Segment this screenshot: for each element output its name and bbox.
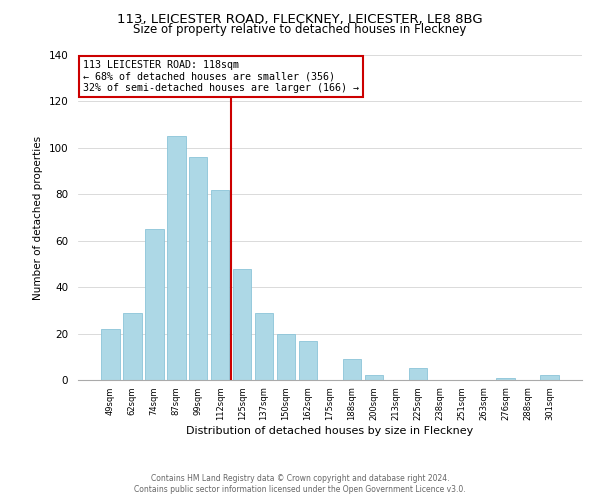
Bar	[409, 368, 427, 380]
Bar	[167, 136, 185, 380]
Bar	[101, 329, 119, 380]
Text: Contains HM Land Registry data © Crown copyright and database right 2024.
Contai: Contains HM Land Registry data © Crown c…	[134, 474, 466, 494]
Bar	[211, 190, 229, 380]
Bar	[343, 359, 361, 380]
Bar	[145, 229, 164, 380]
Bar	[277, 334, 295, 380]
Bar	[189, 157, 208, 380]
Bar	[233, 268, 251, 380]
Text: 113 LEICESTER ROAD: 118sqm
← 68% of detached houses are smaller (356)
32% of sem: 113 LEICESTER ROAD: 118sqm ← 68% of deta…	[83, 60, 359, 93]
Bar	[123, 312, 142, 380]
Bar	[496, 378, 515, 380]
Text: 113, LEICESTER ROAD, FLECKNEY, LEICESTER, LE8 8BG: 113, LEICESTER ROAD, FLECKNEY, LEICESTER…	[117, 12, 483, 26]
Bar	[255, 312, 274, 380]
X-axis label: Distribution of detached houses by size in Fleckney: Distribution of detached houses by size …	[187, 426, 473, 436]
Bar	[365, 376, 383, 380]
Text: Size of property relative to detached houses in Fleckney: Size of property relative to detached ho…	[133, 22, 467, 36]
Bar	[299, 340, 317, 380]
Bar	[541, 376, 559, 380]
Y-axis label: Number of detached properties: Number of detached properties	[33, 136, 43, 300]
